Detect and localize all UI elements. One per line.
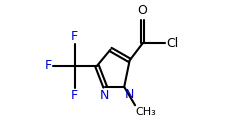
Text: N: N — [124, 88, 134, 101]
Text: F: F — [71, 89, 78, 102]
Text: F: F — [44, 59, 51, 72]
Text: CH₃: CH₃ — [135, 107, 156, 117]
Text: Cl: Cl — [166, 37, 178, 50]
Text: N: N — [99, 89, 109, 102]
Text: F: F — [71, 30, 78, 43]
Text: O: O — [137, 4, 147, 18]
